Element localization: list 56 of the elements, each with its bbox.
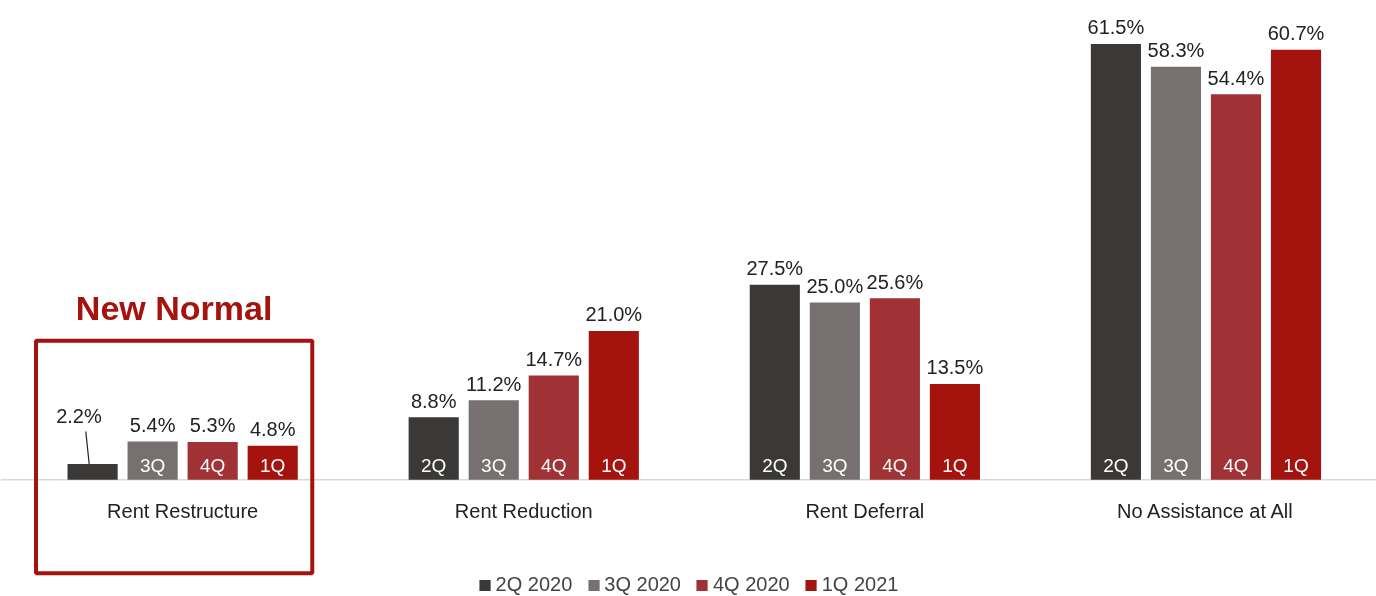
legend-label: 4Q 2020 [713, 573, 790, 596]
legend-label: 1Q 2021 [821, 573, 899, 596]
annotation: 4Q [1223, 455, 1249, 477]
annotation: 3Q [822, 455, 848, 477]
annotation: 1Q [1283, 455, 1309, 477]
annotation: 1Q [601, 455, 627, 477]
bar [468, 400, 519, 480]
x-tick-label: Rent Deferral [805, 500, 925, 523]
data-label: 13.5% [926, 356, 984, 379]
bar [187, 442, 238, 480]
annotation: 2Q [762, 455, 788, 477]
bar [1150, 66, 1201, 480]
annotation: 3Q [139, 455, 166, 477]
bar [247, 445, 298, 480]
data-label: 2.2% [56, 405, 102, 428]
bar [408, 417, 459, 480]
data-label: 27.5% [746, 257, 804, 280]
bar [809, 302, 860, 480]
annotation: 2Q [1103, 455, 1129, 477]
data-label: 25.6% [866, 270, 924, 293]
data-label: 4.8% [249, 417, 296, 440]
bar [869, 298, 920, 480]
data-label: 61.5% [1087, 16, 1145, 39]
annotation: New Normal [75, 289, 273, 328]
data-label: 58.3% [1147, 39, 1205, 62]
annotation: 4Q [541, 455, 567, 477]
data-label: 8.8% [410, 389, 457, 412]
data-label: 25.0% [806, 274, 864, 297]
data-label: 5.4% [129, 413, 176, 436]
data-label: 14.7% [525, 347, 583, 370]
annotation: 4Q [882, 455, 908, 477]
legend-label: 3Q 2020 [604, 573, 681, 596]
annotation: 4Q [199, 455, 226, 477]
data-label: 5.3% [189, 414, 236, 437]
data-label: 60.7% [1267, 22, 1325, 45]
annotation: 2Q [421, 455, 447, 477]
bar [1090, 44, 1141, 480]
bar [67, 464, 118, 480]
bar [929, 384, 980, 480]
x-tick-label: No Assistance at All [1117, 500, 1293, 523]
annotation: 1Q [260, 455, 286, 477]
x-tick-label: Rent Reduction [454, 500, 593, 523]
annotation: 1Q [942, 455, 968, 477]
data-label: 54.4% [1207, 66, 1265, 89]
bar [528, 375, 579, 480]
bar [588, 330, 639, 480]
bar [749, 284, 800, 480]
data-label: 11.2% [466, 372, 522, 395]
annotation: 3Q [481, 455, 507, 477]
bar [127, 441, 178, 480]
bar [1210, 94, 1262, 480]
bar [1270, 49, 1322, 480]
x-tick-label: Rent Restructure [107, 500, 259, 523]
legend-label: 2Q 2020 [495, 573, 573, 596]
annotation: 3Q [1163, 455, 1189, 477]
data-label: 21.0% [585, 303, 643, 326]
